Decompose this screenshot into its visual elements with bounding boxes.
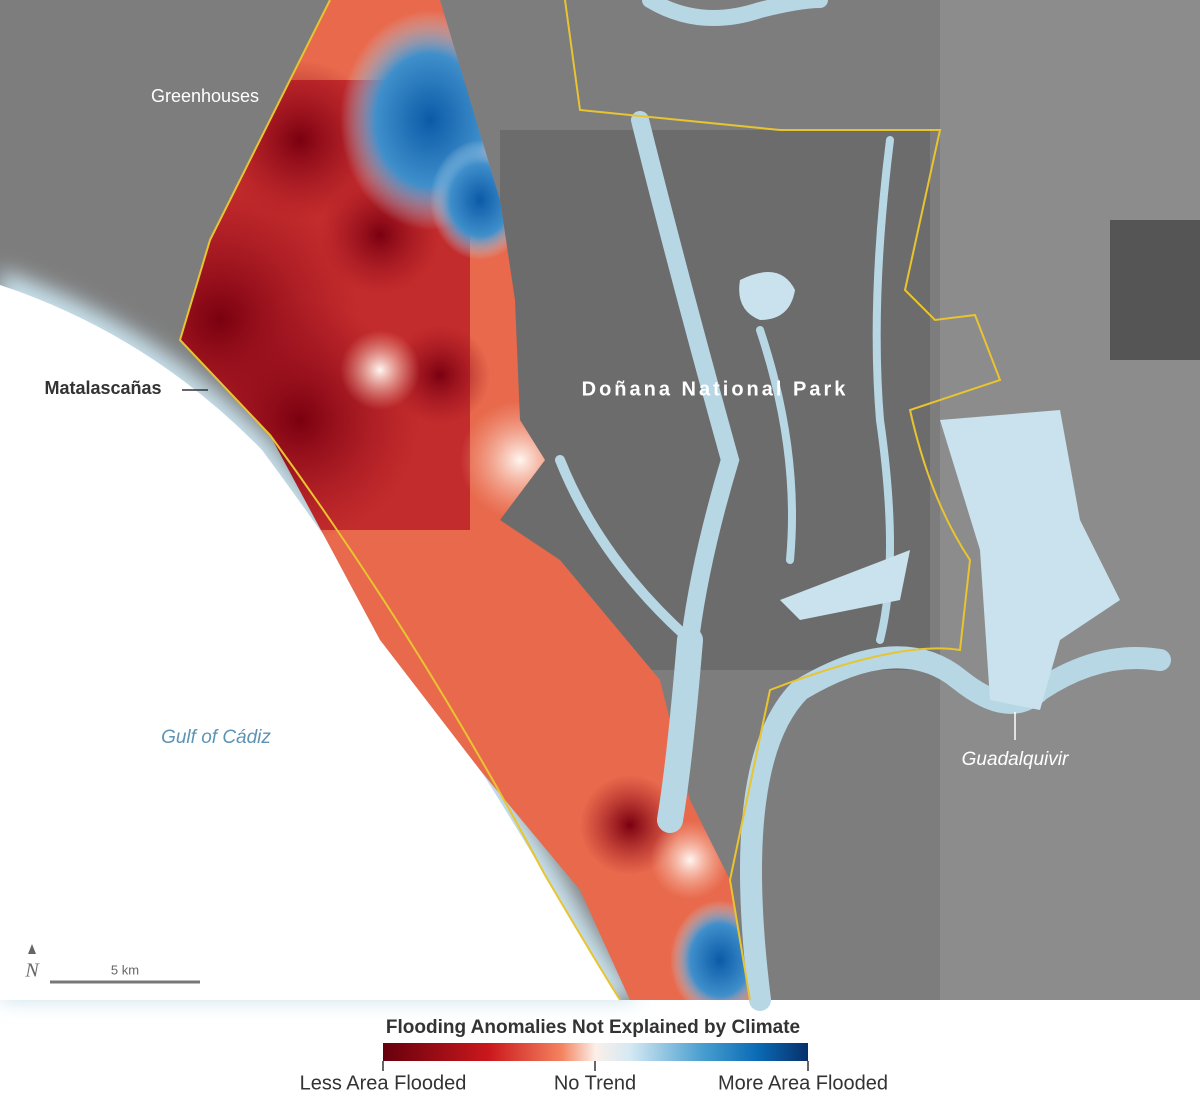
fields bbox=[1110, 220, 1200, 360]
legend-label: No Trend bbox=[554, 1072, 636, 1094]
legend-label: Less Area Flooded bbox=[300, 1072, 467, 1094]
lagoon bbox=[739, 272, 795, 320]
north-label: N bbox=[24, 960, 40, 982]
north-arrow bbox=[28, 944, 36, 954]
legend-title: Flooding Anomalies Not Explained by Clim… bbox=[386, 1017, 800, 1038]
park-boundary bbox=[178, 0, 1002, 1001]
place-label: Matalascañas bbox=[44, 378, 161, 398]
water-label: Gulf of Cádiz bbox=[161, 727, 271, 748]
lagoon bbox=[780, 550, 910, 620]
water-label: Guadalquivir bbox=[962, 749, 1069, 770]
color-scale bbox=[383, 1043, 808, 1061]
reservoir bbox=[940, 410, 1120, 710]
scale-label: 5 km bbox=[111, 962, 139, 977]
place-label: Greenhouses bbox=[151, 86, 259, 106]
legend-ticks bbox=[382, 1061, 809, 1071]
map: Greenhouses Matalascañas Doñana National… bbox=[0, 0, 1200, 1011]
legend-label: More Area Flooded bbox=[718, 1072, 888, 1094]
ocean bbox=[0, 285, 620, 1000]
legend: Flooding Anomalies Not Explained by Clim… bbox=[300, 1017, 888, 1094]
park-label: Doñana National Park bbox=[582, 378, 849, 400]
waterways bbox=[555, 0, 1171, 1011]
